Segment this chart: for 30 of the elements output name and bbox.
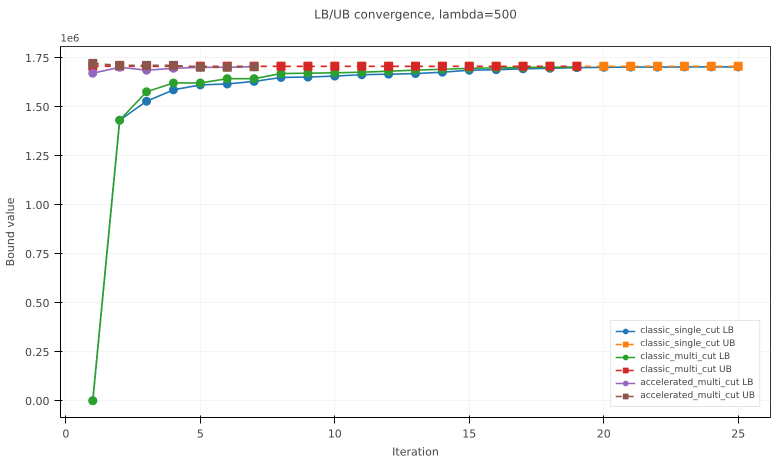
y-tick-label: 0.25 [25,346,50,360]
legend-label: accelerated_multi_cut LB [640,378,754,388]
legend-label: classic_single_cut UB [640,339,736,349]
x-tick-label: 20 [596,428,611,440]
y-tick-label: 0.00 [25,395,50,408]
point [142,87,152,96]
y-tick-label: 1.75 [25,52,50,65]
point [222,74,232,84]
y-tick-label: 1.00 [25,199,50,212]
y-tick-label: 1.50 [25,101,50,114]
chart-title: LB/UB convergence, lambda=500 [314,8,517,22]
y-tick-label: 1.25 [25,150,50,164]
x-tick-label: 5 [196,428,204,440]
x-axis-title: Iteration [392,446,439,458]
text: 1e6 [60,34,80,44]
x-tick-label: 25 [731,428,746,440]
legend-label: classic_multi_cut UB [640,365,732,375]
point [142,96,152,106]
point [250,74,259,84]
x-tick-label: 15 [462,428,476,440]
point [168,78,178,88]
y-tick-label: 0.75 [25,248,50,262]
y-axis-title: Bound value [4,197,18,266]
legend-label: classic_single_cut LB [640,326,734,336]
x-tick-label: 0 [62,428,70,440]
y-tick-label: 0.50 [25,297,50,310]
legend-label: classic_multi_cut LB [640,352,730,362]
point [88,68,98,78]
x-tick-label: 10 [328,428,342,440]
legend-label: accelerated_multi_cut UB [640,391,755,401]
